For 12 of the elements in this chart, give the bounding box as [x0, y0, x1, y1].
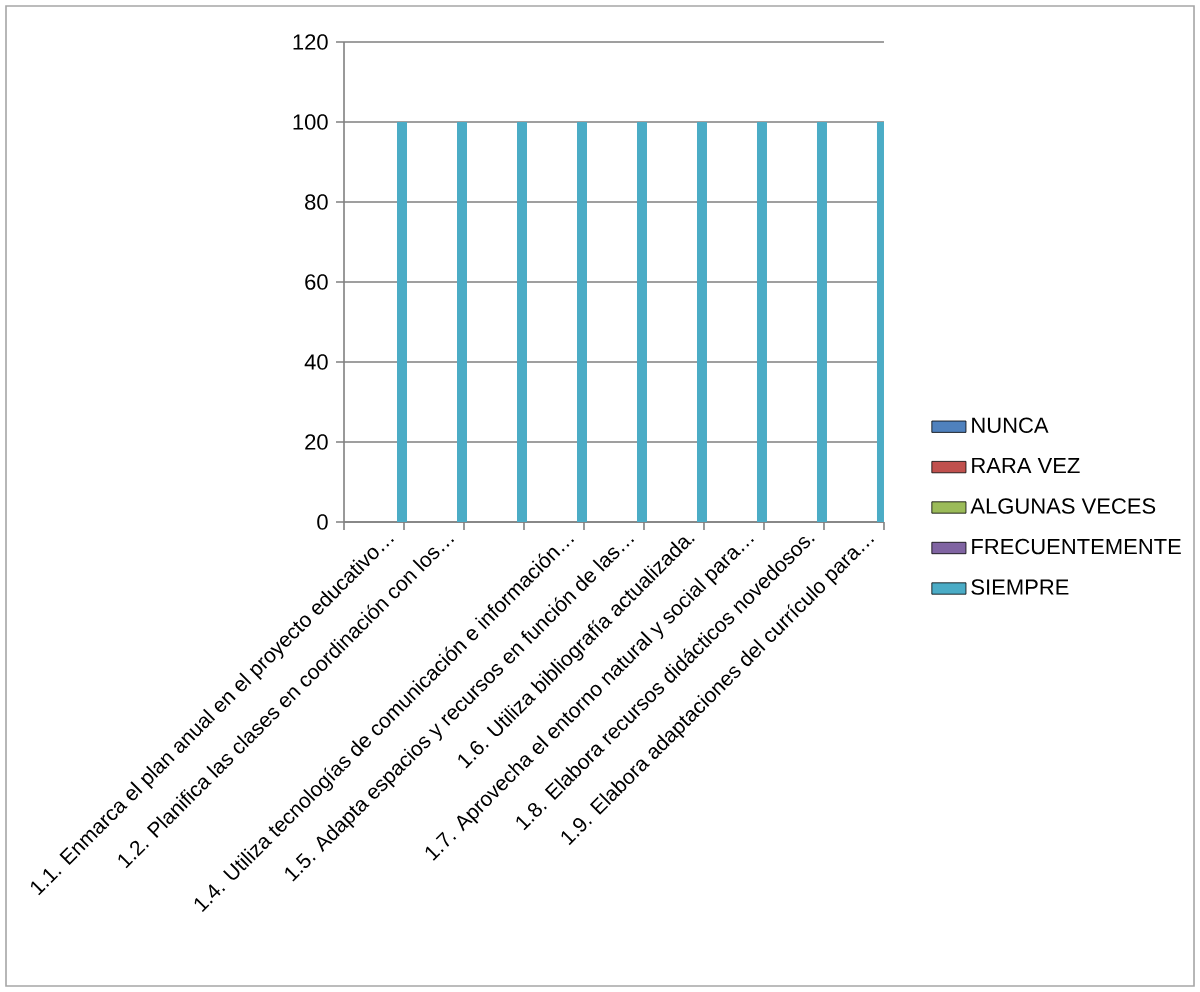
- y-tick-label: 120: [293, 34, 328, 50]
- legend-label: NUNCA: [972, 417, 1049, 434]
- y-tick-label: 40: [304, 354, 328, 370]
- y-tick-label: 80: [305, 194, 328, 210]
- y-tick-label: 20: [305, 434, 328, 450]
- y-tick-label: 60: [305, 274, 328, 290]
- legend-label: ALGUNAS VECES: [970, 498, 1156, 514]
- y-tick-label: 0: [317, 514, 328, 530]
- y-tick-label: 100: [293, 114, 328, 130]
- legend-label: RARA VEZ: [972, 457, 1080, 474]
- legend-label: SIEMPRE: [971, 579, 1069, 595]
- legend-label: FRECUENTEMENTE: [972, 538, 1181, 555]
